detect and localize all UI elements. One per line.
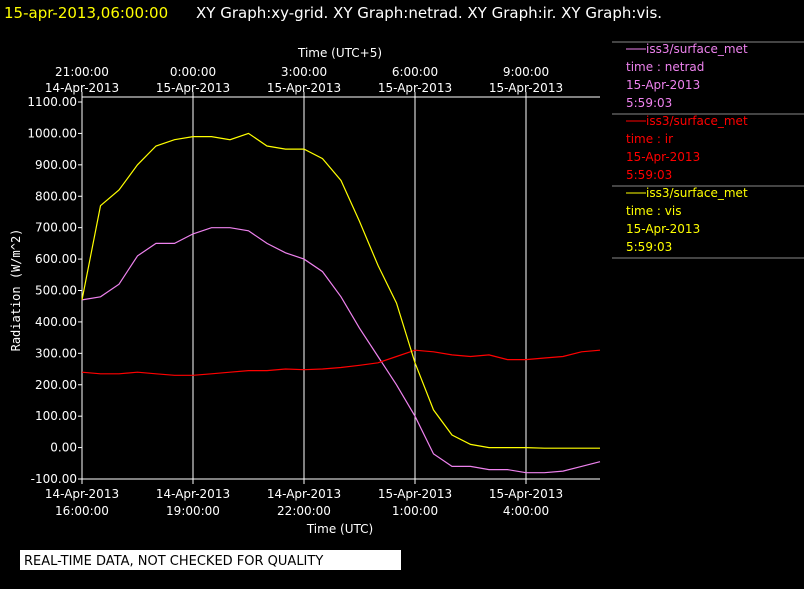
header-time: 15-apr-2013,06:00:00 <box>4 4 168 22</box>
series-line <box>81 349 601 376</box>
y-axis-label: Radiation (W/m^2) <box>9 229 23 352</box>
legend-field: time : vis <box>626 204 681 218</box>
series-line <box>81 132 600 449</box>
x-tick-label: 14-Apr-2013 <box>156 487 230 501</box>
legend-time: 5:59:03 <box>626 168 672 182</box>
legend-date: 15-Apr-2013 <box>626 78 700 92</box>
y-tick-label: 400.00 <box>35 315 77 329</box>
x2-tick-label: 15-Apr-2013 <box>378 81 452 95</box>
x-tick-label: 1:00:00 <box>392 504 438 518</box>
y-tick-label: -100.00 <box>31 472 77 486</box>
notice: REAL-TIME DATA, NOT CHECKED FOR QUALITY <box>24 554 323 569</box>
legend-field: time : ir <box>626 132 673 146</box>
legend-date: 15-Apr-2013 <box>626 222 700 236</box>
y-tick-label: 700.00 <box>35 221 77 235</box>
chart-title: XY Graph:xy-grid. XY Graph:netrad. XY Gr… <box>196 4 662 22</box>
y-tick-label: 800.00 <box>35 189 77 203</box>
legend-name: iss3/surface_met <box>646 42 748 56</box>
y-tick-label: 500.00 <box>35 284 77 298</box>
x-tick-label: 16:00:00 <box>55 504 109 518</box>
y-tick-label: 100.00 <box>35 409 77 423</box>
y-tick-label: 1000.00 <box>27 126 77 140</box>
x2-tick-label: 9:00:00 <box>503 65 549 79</box>
x2-tick-label: 3:00:00 <box>281 65 327 79</box>
x-tick-label: 22:00:00 <box>277 504 331 518</box>
x-tick-label: 14-Apr-2013 <box>45 487 119 501</box>
series-line <box>81 227 601 474</box>
x-tick-label: 14-Apr-2013 <box>267 487 341 501</box>
x2-tick-label: 15-Apr-2013 <box>267 81 341 95</box>
x2-axis-label: Time (UTC+5) <box>297 46 382 60</box>
y-tick-label: 1100.00 <box>27 95 77 109</box>
x-tick-label: 4:00:00 <box>503 504 549 518</box>
y-tick-label: 300.00 <box>35 346 77 360</box>
x2-tick-label: 6:00:00 <box>392 65 438 79</box>
x2-tick-label: 15-Apr-2013 <box>156 81 230 95</box>
notice-box <box>20 550 401 570</box>
x-tick-label: 15-Apr-2013 <box>378 487 452 501</box>
x-tick-label: 19:00:00 <box>166 504 220 518</box>
y-tick-label: 600.00 <box>35 252 77 266</box>
legend-name: iss3/surface_met <box>646 186 748 200</box>
legend-time: 5:59:03 <box>626 96 672 110</box>
legend-field: time : netrad <box>626 60 704 74</box>
legend-time: 5:59:03 <box>626 240 672 254</box>
legend-date: 15-Apr-2013 <box>626 150 700 164</box>
x-axis-label: Time (UTC) <box>306 522 373 536</box>
x2-tick-label: 0:00:00 <box>170 65 216 79</box>
y-tick-label: 900.00 <box>35 158 77 172</box>
y-tick-label: 0.00 <box>50 441 77 455</box>
x2-tick-label: 14-Apr-2013 <box>45 81 119 95</box>
x2-tick-label: 21:00:00 <box>55 65 109 79</box>
x-tick-label: 15-Apr-2013 <box>489 487 563 501</box>
y-tick-label: 200.00 <box>35 378 77 392</box>
x2-tick-label: 15-Apr-2013 <box>489 81 563 95</box>
legend-name: iss3/surface_met <box>646 114 748 128</box>
